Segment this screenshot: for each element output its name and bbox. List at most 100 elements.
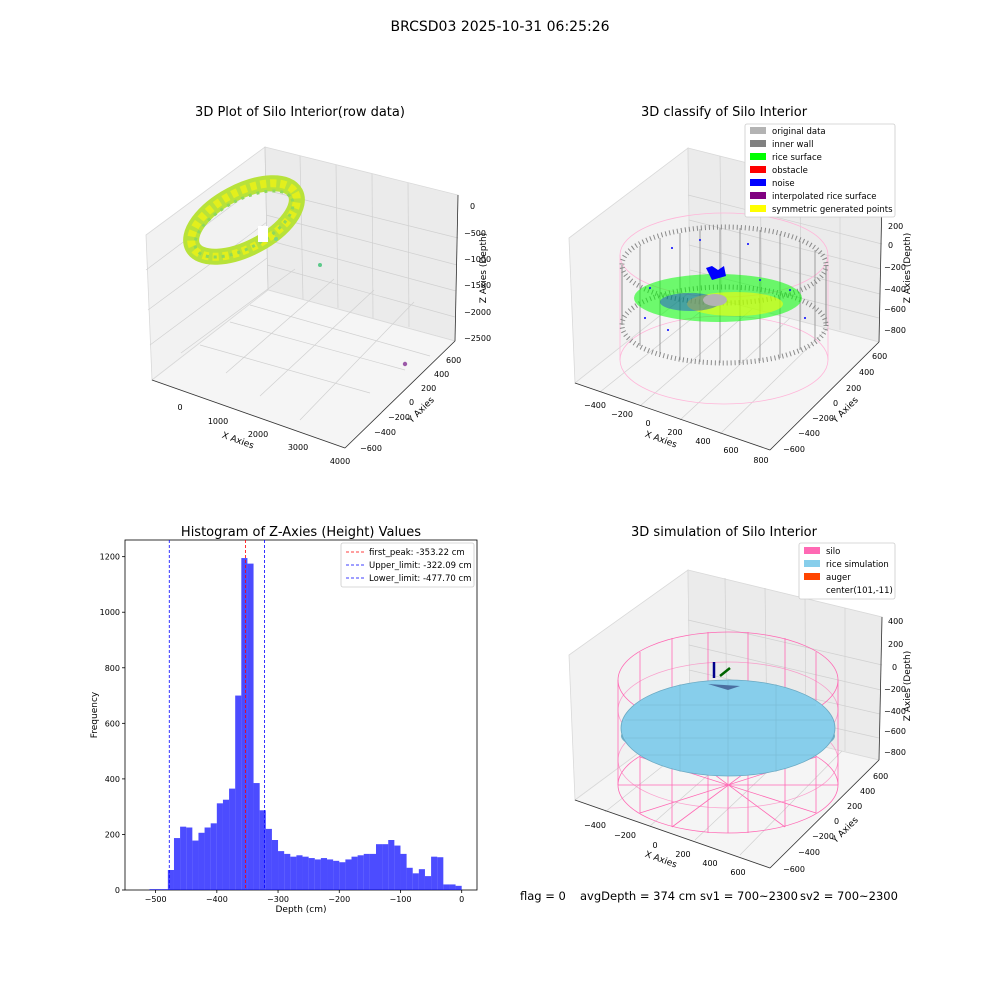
panel-histogram: Histogram of Z-Axies (Height) Values −50… xyxy=(90,525,478,915)
sim-x-tick: −400 xyxy=(584,821,606,830)
sim-y-tick: −400 xyxy=(798,848,820,857)
raw-z-axis xyxy=(454,194,459,342)
sim-x-tick: 400 xyxy=(702,859,717,868)
raw-z-tick: −2000 xyxy=(464,308,491,317)
legend-swatch xyxy=(750,153,766,160)
hist-bar xyxy=(204,827,211,890)
hist-y-tick-label: 800 xyxy=(105,664,120,673)
hist-bar xyxy=(406,867,413,890)
legend-label: original data xyxy=(772,127,826,137)
sim-y-tick: 600 xyxy=(873,772,888,781)
raw-x-tick: 4000 xyxy=(330,457,350,466)
raw-x-tick: 1000 xyxy=(208,417,228,426)
legend-swatch xyxy=(750,192,766,199)
classify-z-tick: −400 xyxy=(884,285,906,294)
legend-swatch xyxy=(804,560,820,567)
sim-x-label: X Axies xyxy=(643,850,678,871)
hist-bar xyxy=(302,856,309,890)
hist-bar xyxy=(314,859,321,890)
classify-legend: original data inner wall rice surface obsta… xyxy=(744,123,896,218)
legend-swatch xyxy=(750,179,766,186)
raw-x-axis xyxy=(151,379,346,449)
hist-bar xyxy=(449,884,456,890)
hist-bar xyxy=(180,826,187,890)
sim-x-tick: −200 xyxy=(614,831,636,840)
hist-title: Histogram of Z-Axies (Height) Values xyxy=(181,525,421,540)
hist-y-ticks: 0 200 400 600 800 1000 1200 xyxy=(100,553,125,895)
hist-y-tick-label: 1200 xyxy=(100,553,120,562)
hist-y-tick-label: 0 xyxy=(115,886,120,895)
sim-x-tick: 0 xyxy=(652,841,657,850)
hist-bar xyxy=(235,695,242,890)
hist-bar xyxy=(210,823,217,890)
raw-z-tick: −2500 xyxy=(464,334,491,343)
hist-bar xyxy=(149,889,156,890)
hist-legend-items: first_peak: -353.22 cm Upper_limit: -322.… xyxy=(346,548,472,584)
classify-y-tick: 200 xyxy=(846,384,861,393)
classify-z-tick: −200 xyxy=(884,263,906,272)
sv2-text: sv2 = 700~2300 xyxy=(800,889,898,903)
classify-z-axis xyxy=(878,196,883,343)
sim-legend-box xyxy=(798,542,896,600)
sim-legend-items: silo rice simulation auger center(101,-11) xyxy=(804,547,893,596)
hist-bar xyxy=(382,844,389,890)
sim-x-tick: 600 xyxy=(730,868,745,877)
classify-x-tick: −200 xyxy=(611,410,633,419)
legend-label: noise xyxy=(772,179,795,189)
hist-bar xyxy=(394,845,401,890)
sim-z-label: Z Axies (Depth) xyxy=(903,651,913,722)
raw-x-ticks: 0 1000 2000 3000 4000 xyxy=(177,403,350,466)
hist-bar xyxy=(308,858,315,890)
figure-title: BRCSD03 2025-10-31 06:25:26 xyxy=(390,19,609,35)
legend-label: symmetric generated points xyxy=(772,205,893,215)
sim-z-tick: −400 xyxy=(884,707,906,716)
hist-bar xyxy=(247,563,254,890)
hist-bar xyxy=(186,827,193,890)
legend-swatch xyxy=(750,140,766,147)
hist-bar xyxy=(455,885,462,890)
classify-z-tick: 0 xyxy=(888,241,893,250)
hist-bar xyxy=(241,558,248,890)
classify-z-ticks: 200 0 −200 −400 −600 −800 xyxy=(884,222,906,335)
raw-z-label: Z Axies (Depth) xyxy=(479,233,489,304)
hist-bar xyxy=(296,855,303,890)
classify-x-axis xyxy=(574,382,771,451)
raw-y-tick: −400 xyxy=(374,428,396,437)
panel-classify-title: 3D classify of Silo Interior xyxy=(641,105,808,120)
classify-noise-scatter xyxy=(644,239,806,331)
classify-legend-items: original data inner wall rice surface obsta… xyxy=(750,127,893,215)
sim-y-axis xyxy=(769,759,880,869)
hist-bar xyxy=(418,869,425,890)
hist-bar xyxy=(351,856,358,890)
sim-z-tick: −600 xyxy=(884,727,906,736)
sim-z-tick: 400 xyxy=(888,617,903,626)
raw-y-tick: 200 xyxy=(421,384,436,393)
hist-bar xyxy=(155,889,162,890)
hist-bar xyxy=(271,840,279,890)
hist-bar xyxy=(216,803,223,890)
sim-y-tick: −600 xyxy=(783,865,805,874)
hist-bar xyxy=(388,840,395,890)
sim-y-tick: 0 xyxy=(834,817,839,826)
sim-x-ticks: −400 −200 0 200 400 600 xyxy=(584,821,746,877)
sim-x-tick: 200 xyxy=(675,850,690,859)
classify-y-tick: −600 xyxy=(783,445,805,454)
panel-raw-title: 3D Plot of Silo Interior(row data) xyxy=(195,105,405,120)
classify-x-tick: 0 xyxy=(645,419,650,428)
classify-z-tick: 200 xyxy=(888,222,903,231)
raw-y-tick: −200 xyxy=(388,413,410,422)
hist-bar xyxy=(412,873,419,890)
hist-plot-area xyxy=(124,539,478,891)
hist-y-tick-label: 400 xyxy=(105,775,120,784)
hist-bar xyxy=(363,853,370,890)
hist-bars xyxy=(149,558,462,890)
hist-x-label: Depth (cm) xyxy=(275,905,326,915)
classify-x-tick: 400 xyxy=(695,437,710,446)
classify-y-tick: 400 xyxy=(859,368,874,377)
hist-bar xyxy=(327,859,334,890)
raw-y-tick: −600 xyxy=(360,444,382,453)
raw-point-ring xyxy=(183,175,305,265)
raw-x-tick: 0 xyxy=(177,403,182,412)
hist-bar xyxy=(284,853,291,890)
